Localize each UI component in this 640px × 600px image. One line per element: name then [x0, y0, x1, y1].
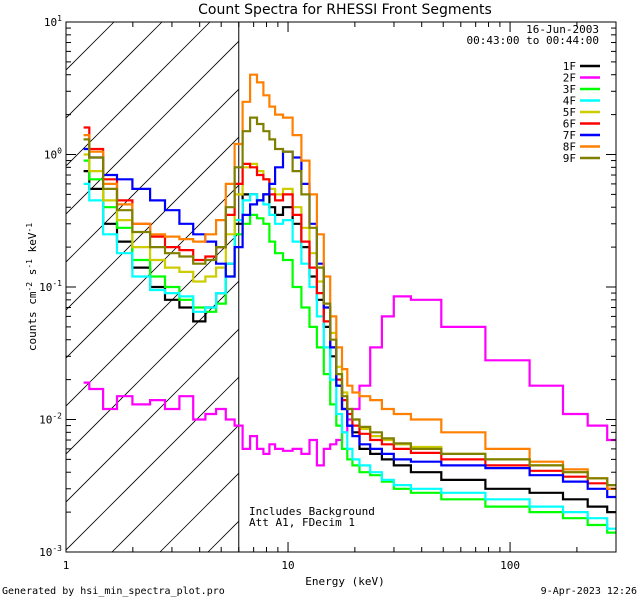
hatch-line: [66, 376, 239, 551]
series-9F: [83, 116, 616, 487]
series-7F: [83, 147, 616, 499]
series-4F: [83, 182, 616, 530]
y-axis-label: counts cm-2 s-1 keV-1: [25, 223, 39, 351]
hatch-line: [66, 232, 239, 407]
legend-label-7F: 7F: [563, 129, 576, 142]
hatch-line: [66, 22, 211, 167]
chart-title: Count Spectra for RHESSI Front Segments: [198, 2, 492, 18]
legend-label-6F: 6F: [563, 118, 576, 131]
series-layer: [83, 73, 616, 534]
y-tick-labels: 10-3 10-2 10-1 100 101: [39, 14, 62, 559]
hatched-region: [66, 22, 239, 552]
legend-label-9F: 9F: [563, 152, 576, 165]
x-axis-label: Energy (keV): [305, 575, 384, 588]
legend-label-8F: 8F: [563, 141, 576, 154]
x-tick-label: 1: [63, 559, 70, 572]
legend-label-4F: 4F: [563, 95, 576, 108]
hatch-line: [66, 280, 239, 455]
hatch-line: [66, 328, 239, 503]
x-tick-label: 10: [281, 559, 294, 572]
legend-label-5F: 5F: [563, 106, 576, 119]
legend-label-3F: 3F: [563, 83, 576, 96]
series-6F: [83, 126, 616, 490]
attenuator-note: Att A1, FDecim 1: [249, 516, 355, 529]
footer-generated-by: Generated by hsi_min_spectra_plot.pro: [2, 586, 225, 597]
y-tick-label: 101: [44, 14, 62, 29]
background-note: Includes Background: [249, 505, 375, 518]
y-tick-label: 100: [44, 147, 62, 162]
y-tick-label: 10-2: [39, 412, 62, 427]
legend-label-1F: 1F: [563, 60, 576, 73]
hatch-line: [66, 88, 239, 263]
date-annotation: 16-Jun-2003: [526, 23, 599, 36]
hatch-line: [66, 40, 239, 215]
series-2F: [83, 295, 616, 467]
x-tick-labels: 1 10 100: [63, 559, 520, 572]
legend-label-2F: 2F: [563, 72, 576, 85]
time-range-annotation: 00:43:00 to 00:44:00: [467, 34, 599, 47]
hatch-line: [66, 136, 239, 311]
y-tick-label: 10-3: [39, 544, 62, 559]
x-tick-label: 100: [500, 559, 520, 572]
hatch-line: [66, 22, 163, 119]
hatch-line: [111, 424, 239, 552]
y-tick-label: 10-1: [39, 279, 62, 294]
footer-timestamp: 9-Apr-2023 12:26: [541, 586, 637, 597]
series-8F: [83, 73, 616, 490]
hatch-line: [66, 184, 239, 359]
axis-ticks: [65, 21, 617, 553]
